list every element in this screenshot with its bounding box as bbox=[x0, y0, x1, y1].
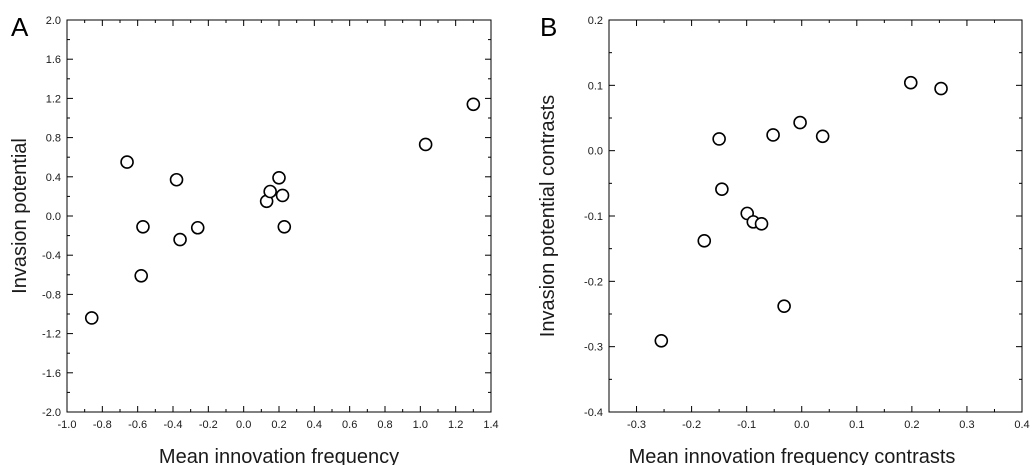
panel-b-x-axis-label: Mean innovation frequency contrasts bbox=[629, 446, 956, 465]
panel-b-x-tick-label: 0.4 bbox=[1014, 419, 1029, 431]
panel-b-y-tick-label: -0.1 bbox=[584, 211, 603, 223]
panel-a-y-tick-label: -2.0 bbox=[42, 407, 61, 419]
panel-a-x-tick-label: -1.0 bbox=[58, 419, 77, 431]
panel-b-tick-labels: -0.3 -0.2 -0.1 0.0 0.1 0.2 0.3 0.4 -0.4 -0.3 -0.2 -… bbox=[584, 15, 1030, 431]
panel-b-y-tick-label: -0.3 bbox=[584, 342, 603, 354]
panel-a-y-tick-label: 1.6 bbox=[46, 54, 61, 66]
panel-a-data-point bbox=[134, 268, 148, 283]
panel-a-y-tick-label: -1.2 bbox=[42, 329, 61, 341]
panel-b-x-tick-label: -0.2 bbox=[682, 419, 701, 431]
panel-b-x-tick-label: -0.1 bbox=[737, 419, 756, 431]
panel-b-letter: B bbox=[540, 12, 557, 42]
panel-b-data-point bbox=[754, 217, 769, 231]
panel-a-data-point bbox=[84, 311, 99, 325]
panel-a-data-point bbox=[263, 184, 277, 199]
panel-b-x-tick-label: -0.3 bbox=[627, 419, 646, 431]
panel-a-y-tick-label: -0.4 bbox=[42, 250, 61, 262]
panel-b-y-tick-label: 0.0 bbox=[588, 146, 603, 158]
panel-b-data-point bbox=[903, 75, 918, 90]
panel-b-x-tick-label: 0.2 bbox=[904, 419, 919, 431]
panel-b-ticks bbox=[609, 19, 1023, 413]
panel-a-data-point bbox=[275, 188, 290, 203]
panel-b-data-point bbox=[777, 299, 791, 313]
panel-b-y-axis-label: Invasion potential contrasts bbox=[537, 95, 559, 337]
panel-b-data-point bbox=[697, 234, 712, 248]
panel-a-data-point bbox=[466, 97, 481, 112]
panel-b-x-tick-label: 0.1 bbox=[849, 419, 864, 431]
panel-a-plot-frame bbox=[66, 19, 492, 413]
panel-a-x-tick-label: -0.6 bbox=[128, 419, 147, 431]
panel-a-x-tick-label: 1.2 bbox=[448, 419, 463, 431]
panel-a-x-tick-label: 0.4 bbox=[307, 419, 322, 431]
panel-a-y-tick-label: -0.8 bbox=[42, 289, 61, 301]
panel-b-x-tick-label: 0.0 bbox=[794, 419, 809, 431]
panel-a-x-tick-label: 0.2 bbox=[271, 419, 286, 431]
panel-b-points bbox=[654, 75, 948, 348]
panel-b-plot-frame bbox=[608, 19, 1023, 413]
panel-a-tick-labels: -1.0 -0.8 -0.6 -0.4 -0.2 0.0 0.2 0.4 0.6 0.8 1.0 1.… bbox=[42, 15, 499, 431]
panel-a-x-tick-label: -0.2 bbox=[199, 419, 218, 431]
panel-a-data-point bbox=[277, 219, 292, 234]
panel-a-x-tick-label: 0.6 bbox=[342, 419, 357, 431]
panel-b-data-point bbox=[654, 333, 669, 348]
panel-a-data-point bbox=[120, 155, 134, 169]
panel-a-y-tick-label: 0.0 bbox=[46, 211, 61, 223]
panel-a-x-tick-label: -0.8 bbox=[93, 419, 112, 431]
panel-b: B -0.3 -0.2 -0.1 0.0 0.1 0.2 0.3 0.4-0.4-0.3-0.… bbox=[537, 12, 1030, 465]
panel-a-x-axis-label: Mean innovation frequency bbox=[159, 446, 399, 465]
panel-a-x-tick-label: 1.4 bbox=[483, 419, 498, 431]
panel-b-data-point bbox=[715, 182, 729, 197]
panel-a-x-tick-label: 0.0 bbox=[236, 419, 251, 431]
panel-a-x-tick-label: -0.4 bbox=[164, 419, 183, 431]
panel-a-y-tick-label: 0.4 bbox=[46, 172, 61, 184]
panel-a-y-tick-label: -1.6 bbox=[42, 368, 61, 380]
panel-a: A -1.0 -0.8 -0.6 -0.4 -0.2 0.0 0.2 0.4 0.6 0.8 1.0… bbox=[9, 12, 499, 465]
panel-b-y-tick-label: 0.2 bbox=[588, 15, 603, 27]
panel-a-data-point bbox=[173, 232, 187, 247]
panel-b-y-tick-label: 0.1 bbox=[588, 80, 603, 92]
panel-a-letter: A bbox=[11, 12, 29, 42]
panel-a-data-point bbox=[136, 219, 150, 234]
panel-b-data-point bbox=[934, 81, 948, 96]
panel-a-data-point bbox=[272, 170, 286, 185]
panel-a-data-point bbox=[169, 172, 184, 187]
panel-a-x-tick-label: 0.8 bbox=[377, 419, 392, 431]
panel-a-x-tick-label: 1.0 bbox=[413, 419, 428, 431]
panel-a-y-tick-label: 1.2 bbox=[46, 93, 61, 105]
panel-a-y-tick-label: 0.8 bbox=[46, 133, 61, 145]
panel-b-data-point bbox=[712, 132, 726, 146]
panel-a-y-tick-label: 2.0 bbox=[46, 15, 61, 27]
panel-a-data-point bbox=[418, 137, 433, 152]
panel-b-data-point bbox=[793, 115, 807, 130]
panel-a-points bbox=[84, 97, 481, 325]
panel-b-y-tick-label: -0.4 bbox=[584, 407, 603, 419]
panel-b-data-point bbox=[766, 128, 780, 142]
panel-b-y-tick-label: -0.2 bbox=[584, 276, 603, 288]
panel-a-ticks bbox=[66, 19, 492, 413]
panel-b-data-point bbox=[815, 129, 830, 144]
panel-a-data-point bbox=[190, 220, 205, 235]
panel-b-x-tick-label: 0.3 bbox=[959, 419, 974, 431]
panel-a-y-axis-label: Invasion potential bbox=[9, 138, 31, 294]
